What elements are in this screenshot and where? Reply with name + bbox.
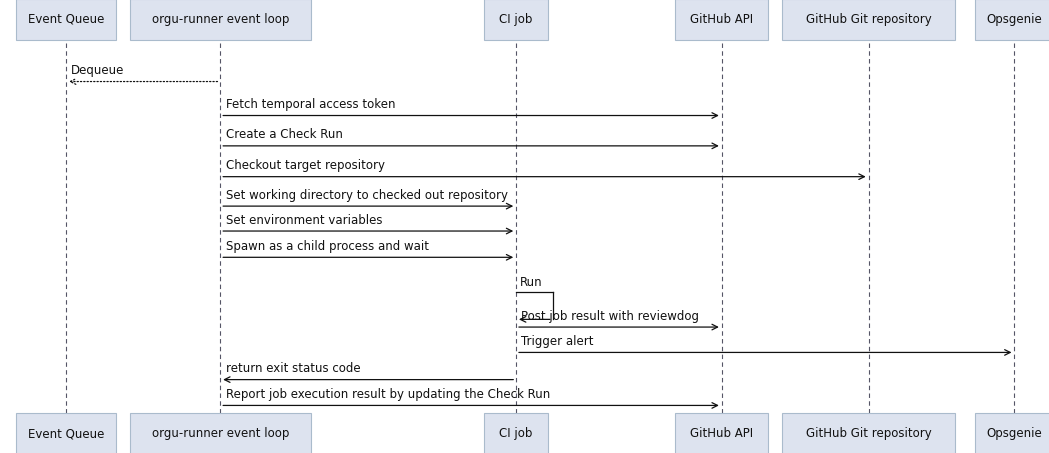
Text: GitHub API: GitHub API	[690, 13, 753, 26]
Text: Opsgenie: Opsgenie	[986, 427, 1043, 440]
FancyBboxPatch shape	[485, 413, 548, 453]
Text: Opsgenie: Opsgenie	[986, 13, 1043, 26]
FancyBboxPatch shape	[782, 413, 956, 453]
Text: orgu-runner event loop: orgu-runner event loop	[152, 13, 288, 26]
FancyBboxPatch shape	[782, 0, 956, 40]
FancyBboxPatch shape	[16, 413, 116, 453]
Text: Spawn as a child process and wait: Spawn as a child process and wait	[226, 240, 429, 253]
Text: GitHub API: GitHub API	[690, 427, 753, 440]
Text: GitHub Git repository: GitHub Git repository	[806, 427, 932, 440]
Text: return exit status code: return exit status code	[226, 362, 360, 375]
FancyBboxPatch shape	[130, 0, 311, 40]
Text: Report job execution result by updating the Check Run: Report job execution result by updating …	[226, 388, 550, 401]
Text: Dequeue: Dequeue	[71, 64, 125, 77]
FancyBboxPatch shape	[976, 413, 1049, 453]
Text: Event Queue: Event Queue	[28, 427, 104, 440]
FancyBboxPatch shape	[16, 0, 116, 40]
Text: Set environment variables: Set environment variables	[226, 213, 382, 226]
Text: orgu-runner event loop: orgu-runner event loop	[152, 427, 288, 440]
Text: Run: Run	[520, 275, 543, 289]
Text: Post job result with reviewdog: Post job result with reviewdog	[521, 309, 700, 323]
Text: GitHub Git repository: GitHub Git repository	[806, 13, 932, 26]
Text: Set working directory to checked out repository: Set working directory to checked out rep…	[226, 188, 508, 202]
FancyBboxPatch shape	[130, 413, 311, 453]
Text: Checkout target repository: Checkout target repository	[226, 159, 385, 172]
Text: Fetch temporal access token: Fetch temporal access token	[226, 98, 395, 111]
FancyBboxPatch shape	[976, 0, 1049, 40]
FancyBboxPatch shape	[676, 413, 768, 453]
Text: Create a Check Run: Create a Check Run	[226, 128, 342, 141]
Text: Trigger alert: Trigger alert	[521, 335, 594, 348]
FancyBboxPatch shape	[676, 0, 768, 40]
Text: Event Queue: Event Queue	[28, 13, 104, 26]
Text: CI job: CI job	[499, 13, 533, 26]
FancyBboxPatch shape	[485, 0, 548, 40]
Text: CI job: CI job	[499, 427, 533, 440]
